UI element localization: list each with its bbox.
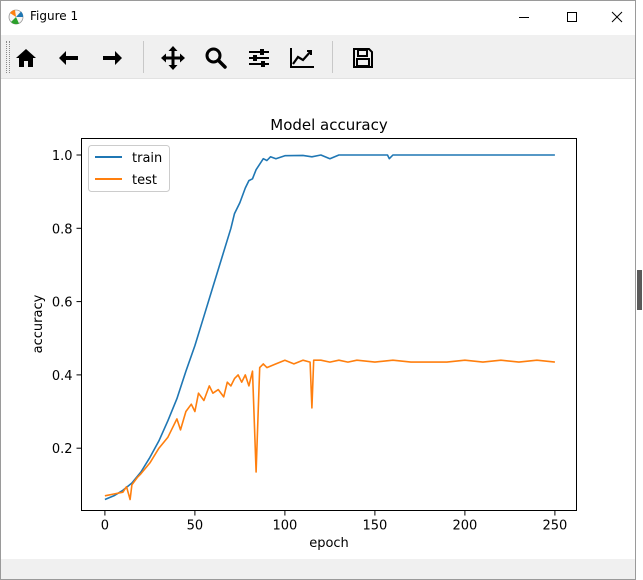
back-button[interactable] <box>53 42 85 74</box>
legend: train test <box>88 145 170 192</box>
x-tick-label: 100 <box>272 519 297 534</box>
x-tick-label: 200 <box>452 519 477 534</box>
x-axis-label: epoch <box>309 536 349 551</box>
search-icon <box>205 47 227 69</box>
x-tick-label: 0 <box>101 519 109 534</box>
edit-axis-button[interactable] <box>286 42 318 74</box>
home-button[interactable] <box>10 42 42 74</box>
x-tick-label: 250 <box>542 519 567 534</box>
status-bar <box>1 559 635 579</box>
arrow-left-icon <box>59 51 78 65</box>
sliders-icon <box>249 49 269 67</box>
zoom-button[interactable] <box>200 42 232 74</box>
toolbar-separator <box>332 41 333 73</box>
pan-button[interactable] <box>157 42 189 74</box>
minimize-button[interactable] <box>501 1 547 33</box>
y-tick-label: 0.8 <box>52 222 73 237</box>
move-icon <box>161 46 185 70</box>
line-chart-icon <box>290 48 314 68</box>
title-bar[interactable]: Figure 1 <box>1 1 635 33</box>
y-tick-label: 0.2 <box>52 442 73 457</box>
toolbar-grip[interactable] <box>6 41 10 73</box>
accuracy-chart[interactable]: Model accuracy 0 50 100 150 200 250 0.2 0.4 0.6… <box>1 80 635 559</box>
maximize-button[interactable] <box>549 1 595 33</box>
configure-subplots-button[interactable] <box>243 42 275 74</box>
legend-label-train: train <box>132 151 162 166</box>
y-tick-label: 0.6 <box>52 296 73 311</box>
x-tick-label: 50 <box>187 519 204 534</box>
x-axis: 0 50 100 150 200 250 <box>101 510 567 534</box>
y-axis: 0.2 0.4 0.6 0.8 1.0 <box>52 149 82 457</box>
save-button[interactable] <box>347 42 379 74</box>
close-icon <box>611 11 623 23</box>
minimize-icon <box>519 17 529 18</box>
window-title: Figure 1 <box>30 9 79 23</box>
x-tick-label: 150 <box>362 519 387 534</box>
series-line-train <box>104 154 555 501</box>
background-window-edge <box>637 270 642 310</box>
series-line-test <box>104 359 555 501</box>
y-tick-label: 1.0 <box>52 149 73 164</box>
close-button[interactable] <box>594 1 635 33</box>
legend-label-test: test <box>132 173 157 188</box>
matplotlib-logo-icon <box>8 9 24 25</box>
chart-title: Model accuracy <box>270 116 388 134</box>
figure-canvas[interactable]: Model accuracy 0 50 100 150 200 250 0.2 0.4 0.6… <box>1 80 635 559</box>
plot-area-frame <box>81 138 577 511</box>
forward-button[interactable] <box>96 42 128 74</box>
y-axis-label: accuracy <box>31 294 46 353</box>
toolbar-separator <box>143 41 144 73</box>
maximize-icon <box>567 12 577 22</box>
y-tick-label: 0.4 <box>52 369 73 384</box>
series-layer <box>104 154 555 501</box>
arrow-right-icon <box>103 51 122 65</box>
home-icon <box>16 49 36 67</box>
navigation-toolbar <box>1 35 635 79</box>
floppy-disk-icon <box>353 48 373 68</box>
